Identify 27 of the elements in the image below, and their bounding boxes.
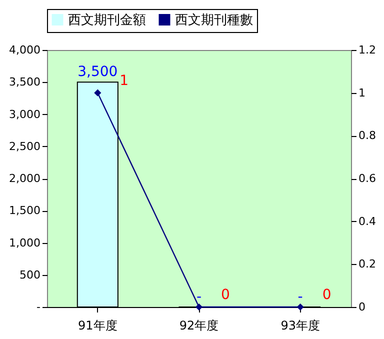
data-label: - [298, 289, 303, 305]
y2-tick-label: 1 [358, 86, 366, 100]
y2-tick-label: 0.2 [358, 258, 376, 271]
legend-label: 西文期刊種數 [175, 12, 253, 28]
y-tick-label: 1,500 [9, 204, 40, 218]
data-label: 0 [221, 287, 230, 303]
data-label: 0 [322, 287, 332, 303]
data-label: 3,500 [78, 64, 118, 80]
x-tick-label: 93年度 [280, 318, 320, 332]
y2-tick-label: 0 [358, 300, 366, 314]
y-tick-label: - [36, 300, 41, 314]
y2-tick-label: 0.8 [358, 129, 376, 142]
y-tick-label: 1,000 [9, 236, 40, 250]
y-tick-label: 500 [20, 268, 40, 282]
y-tick-label: 4,000 [9, 44, 40, 56]
y2-tick-label: 1.2 [358, 44, 376, 56]
y-tick-label: 2,000 [9, 172, 40, 185]
data-label: - [196, 289, 202, 305]
y-tick-label: 3,500 [9, 76, 40, 89]
x-tick-label: 92年度 [179, 318, 219, 332]
y-tick-label: 2,500 [9, 140, 40, 153]
y2-tick-label: 0.4 [358, 214, 376, 228]
y2-tick-label: 0.6 [358, 172, 376, 185]
data-label: 1 [120, 72, 129, 89]
legend-label: 西文期刊金額 [68, 12, 146, 28]
x-tick-label: 91年度 [78, 318, 118, 332]
y-tick-label: 3,000 [9, 108, 40, 121]
